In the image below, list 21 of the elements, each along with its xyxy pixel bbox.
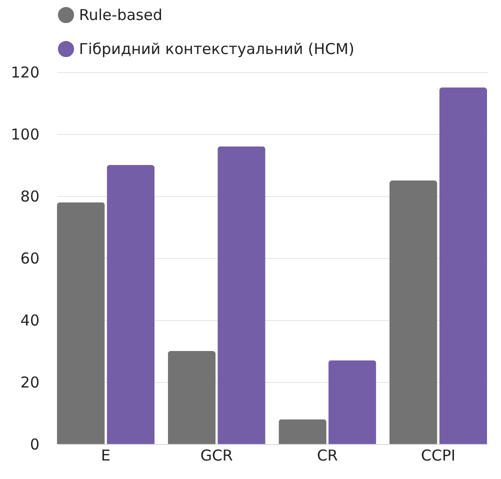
y-tick-label: 60: [20, 250, 40, 268]
y-tick-label: 120: [10, 64, 40, 82]
bar: [328, 360, 376, 444]
x-tick-label: E: [101, 446, 111, 464]
y-tick-label: 20: [20, 374, 40, 392]
bar: [439, 88, 487, 444]
x-tick-label: GCR: [200, 446, 233, 464]
x-tick-label: CR: [316, 446, 338, 464]
y-tick-label: 0: [30, 436, 40, 454]
legend-label: Rule-based: [79, 6, 162, 24]
bar: [168, 351, 216, 444]
bar: [106, 165, 155, 444]
bar: [278, 419, 326, 444]
y-tick-label: 40: [20, 312, 40, 330]
bar: [389, 180, 438, 444]
y-tick-label: 100: [10, 126, 40, 144]
bar: [57, 202, 105, 444]
x-tick-label: CCPI: [421, 446, 456, 464]
legend-label: Гібридний контекстуальний (HCM): [79, 40, 354, 58]
y-tick-label: 80: [20, 188, 40, 206]
bar: [218, 146, 266, 444]
